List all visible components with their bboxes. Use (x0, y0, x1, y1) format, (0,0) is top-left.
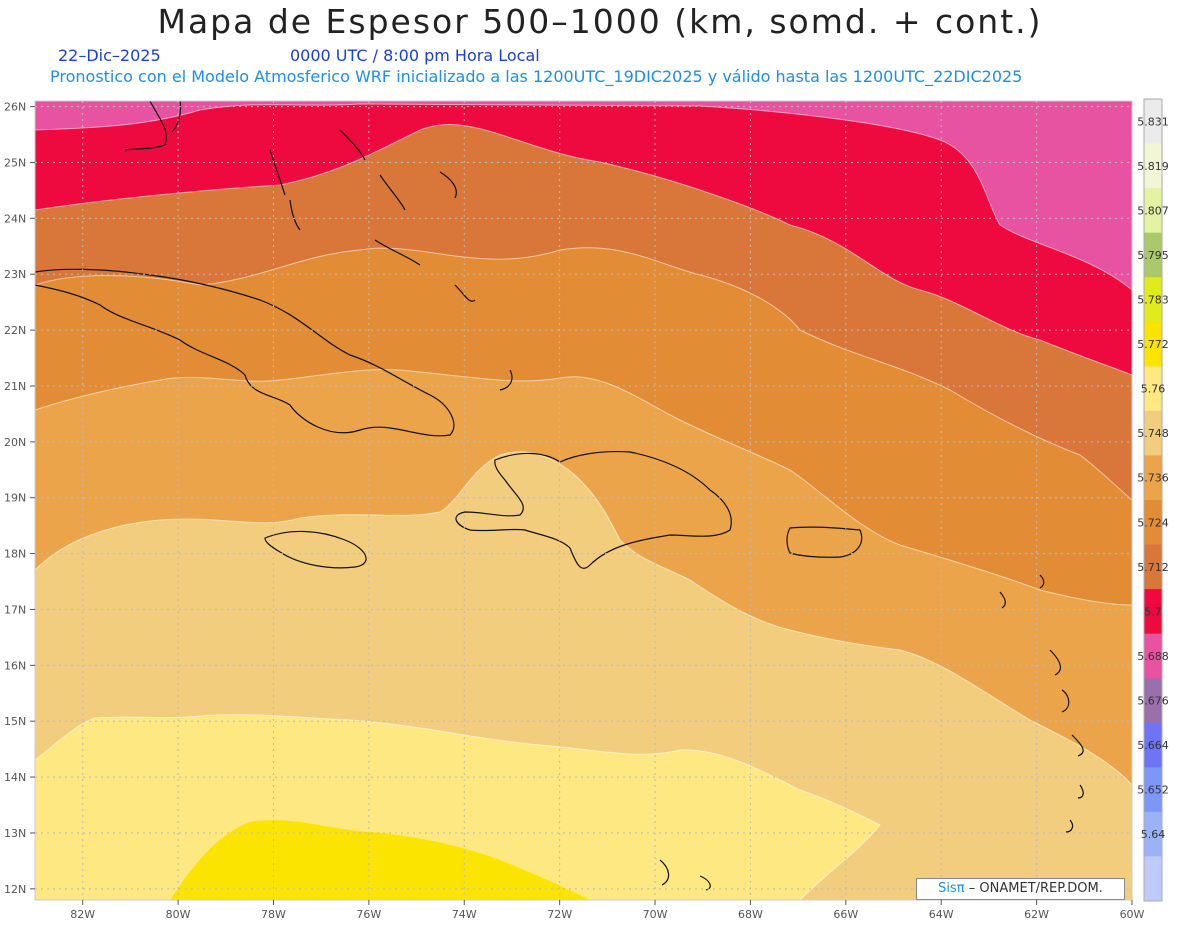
colorbar-label: 5.795 (1137, 249, 1169, 262)
colorbar-label: 5.724 (1137, 516, 1169, 529)
credit-box: Sisπ – ONAMET/REP.DOM. (916, 878, 1125, 900)
coast-jamaica (264, 530, 367, 569)
colorbar-label: 5.783 (1137, 294, 1169, 307)
credit-text: – ONAMET/REP.DOM. (968, 881, 1103, 896)
lat-label: 26N (4, 101, 26, 114)
colorbar-swatch (1144, 544, 1162, 590)
lon-label: 80W (166, 908, 191, 921)
colorbar-swatch (1144, 99, 1162, 145)
colorbar: 5.831 5.819 5.807 5.795 5.783 5.772 5.76 5.748 5… (1137, 98, 1169, 902)
colorbar-swatch (1144, 856, 1162, 902)
lon-label: 74W (452, 908, 477, 921)
colorbar-swatch (1144, 811, 1162, 857)
lat-label: 18N (4, 548, 26, 561)
colorbar-label: 5.831 (1137, 115, 1169, 128)
lat-label: 16N (4, 659, 26, 672)
colorbar-swatch (1144, 143, 1162, 189)
lon-label: 70W (643, 908, 668, 921)
lat-label: 19N (4, 492, 26, 505)
lat-label: 12N (4, 883, 26, 896)
colorbar-swatch (1144, 410, 1162, 456)
lon-label: 72W (547, 908, 572, 921)
colorbar-swatch (1144, 633, 1162, 679)
lon-label: 66W (833, 908, 858, 921)
lat-label: 14N (4, 771, 26, 784)
forecast-date: 22–Dic–2025 (58, 46, 161, 65)
colorbar-label: 5.748 (1137, 427, 1169, 440)
model-description: Pronostico con el Modelo Atmosferico WRF… (50, 67, 1023, 86)
lat-label: 23N (4, 268, 26, 281)
map-title: Mapa de Espesor 500–1000 (km, somd. + co… (157, 2, 1043, 41)
colorbar-label: 5.76 (1141, 383, 1166, 396)
colorbar-swatch (1144, 722, 1162, 768)
lat-label: 20N (4, 436, 26, 449)
lat-label: 17N (4, 603, 26, 616)
lon-label: 78W (261, 908, 286, 921)
lat-label: 25N (4, 156, 26, 169)
lat-label: 24N (4, 212, 26, 225)
lon-label: 60W (1120, 908, 1145, 921)
lon-label: 76W (356, 908, 381, 921)
band-5772 (170, 820, 590, 900)
colorbar-swatch (1144, 767, 1162, 813)
latitude-labels: 26N 25N 24N 23N 22N 21N 20N 19N 18N 17N 16N 15N 14N 1… (4, 101, 35, 896)
lon-label: 64W (929, 908, 954, 921)
colorbar-swatch (1144, 589, 1162, 635)
lat-label: 15N (4, 715, 26, 728)
colorbar-swatch (1144, 678, 1162, 724)
coast-puerto-rico (786, 526, 863, 558)
colorbar-swatch (1144, 277, 1162, 323)
coast-hispaniola (455, 450, 732, 569)
lat-label: 13N (4, 827, 26, 840)
credit-brand: Sisπ (938, 881, 965, 896)
contour-lines (35, 103, 1132, 900)
thickness-field (35, 101, 1132, 900)
coastlines (35, 101, 1084, 891)
lat-label: 22N (4, 324, 26, 337)
colorbar-label: 5.7 (1144, 605, 1162, 618)
colorbar-label: 5.688 (1137, 650, 1169, 663)
colorbar-label: 5.664 (1137, 739, 1169, 752)
colorbar-label: 5.807 (1137, 204, 1169, 217)
forecast-time: 0000 UTC / 8:00 pm Hora Local (290, 46, 540, 65)
map-grid (35, 101, 1132, 900)
colorbar-swatch (1144, 321, 1162, 367)
colorbar-label: 5.676 (1137, 695, 1169, 708)
colorbar-label: 5.819 (1137, 160, 1169, 173)
colorbar-swatch (1144, 366, 1162, 412)
colorbar-label: 5.652 (1137, 784, 1169, 797)
lon-label: 62W (1024, 908, 1049, 921)
colorbar-label: 5.712 (1137, 561, 1169, 574)
colorbar-swatch (1144, 455, 1162, 501)
longitude-labels: 82W 80W 78W 76W 74W 72W 70W 68W 66W 64W 62W 60W (70, 900, 1145, 921)
colorbar-frame (1143, 98, 1163, 902)
map-frame (34, 100, 1133, 901)
colorbar-swatch (1144, 232, 1162, 278)
colorbar-swatch (1144, 188, 1162, 234)
colorbar-label: 5.64 (1141, 828, 1166, 841)
colorbar-label: 5.772 (1137, 338, 1169, 351)
coast-lesser-antilles (659, 574, 1084, 891)
colorbar-label: 5.736 (1137, 472, 1169, 485)
coast-florida (124, 101, 182, 151)
lon-label: 68W (738, 908, 763, 921)
colorbar-swatch (1144, 500, 1162, 546)
lat-label: 21N (4, 380, 26, 393)
lon-label: 82W (70, 908, 95, 921)
coast-cuba (35, 268, 455, 437)
